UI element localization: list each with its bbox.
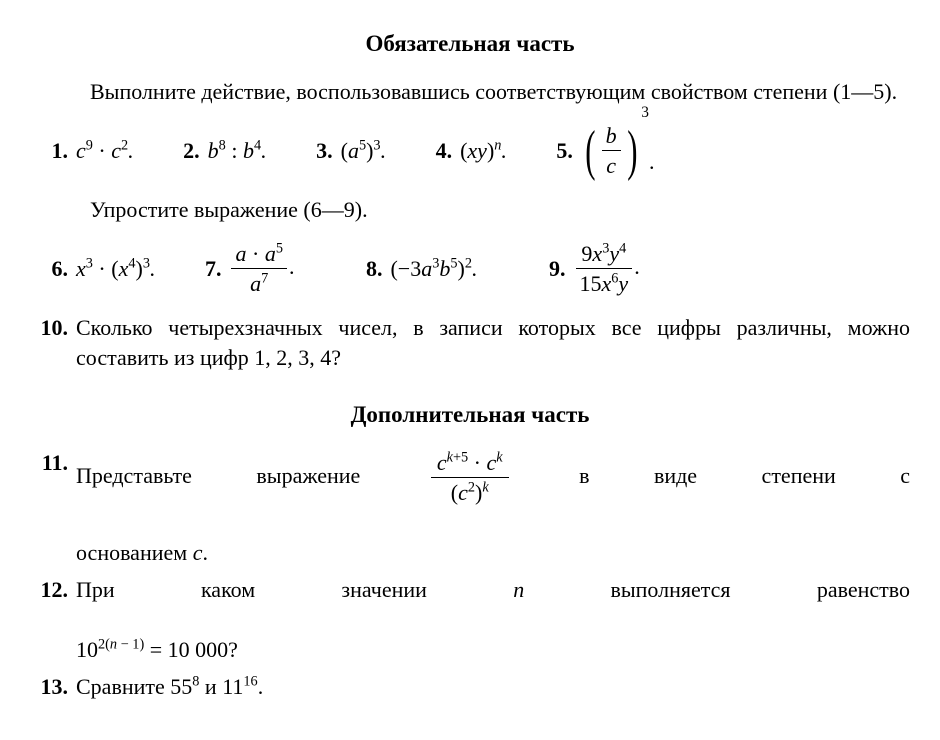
problem-number: 7. [183,254,221,284]
problem-expression: x3 · (x4)3. [76,254,155,284]
problem-expression: (xy)n. [460,136,507,166]
problem-number: 9. [528,254,566,284]
intro-1-5: Выполните действие, воспользовавшись соо… [90,77,910,107]
problem-6: 6. x3 · (x4)3. [30,254,155,284]
problem-expression: (−3a3b5)2. [390,254,477,284]
problem-number: 13. [30,672,68,702]
problem-number: 1. [30,136,68,166]
problem-text: При каком значении n выполняется равенст… [76,575,910,664]
problem-expression: ( b c ) 3. [581,121,655,181]
problem-number: 5. [535,136,573,166]
problem-number: 2. [162,136,200,166]
problem-text: Представьте выражение ck+5 · ck (c2)k в … [76,448,910,568]
problems-row-2: 6. x3 · (x4)3. 7. a · a5 a7 . 8. (−3a3b5… [30,239,910,299]
problems-row-1: 1. c9 · c2. 2. b8 : b4. 3. (a5)3. 4. (xy… [30,121,910,181]
problem-7: 7. a · a5 a7 . [183,239,294,299]
problem-expression: 9x3y4 15x6y . [574,239,640,299]
problem-13: 13. Сравните 558 и 1116. [30,672,910,702]
problem-number: 12. [30,575,68,664]
problem-number: 3. [295,136,333,166]
problem-expression: (a5)3. [341,136,386,166]
section1-title: Обязательная часть [30,28,910,59]
problem-1: 1. c9 · c2. [30,136,134,166]
problem-4: 4. (xy)n. [414,136,507,166]
problem-text: Сколько четырехзначных чисел, в записи к… [76,313,910,372]
problem-number: 8. [344,254,382,284]
problem-expression: b8 : b4. [208,136,267,166]
intro-6-9: Упростите выражение (6—9). [90,195,910,225]
problem-number: 4. [414,136,452,166]
section2-title: Дополнительная часть [30,399,910,430]
problem-number: 11. [30,448,68,478]
problem-10: 10. Сколько четырехзначных чисел, в запи… [30,313,910,372]
problem-8: 8. (−3a3b5)2. [344,254,477,284]
problem-expression: a · a5 a7 . [229,239,294,299]
problem-2: 2. b8 : b4. [162,136,267,166]
problem-11: 11. Представьте выражение ck+5 · ck (c2)… [30,448,910,568]
problem-expression: c9 · c2. [76,136,134,166]
problem-number: 10. [30,313,68,372]
problem-9: 9. 9x3y4 15x6y . [528,239,640,299]
problem-12: 12. При каком значении n выполняется рав… [30,575,910,664]
problem-3: 3. (a5)3. [295,136,386,166]
problem-text: Сравните 558 и 1116. [76,672,910,702]
problem-number: 6. [30,254,68,284]
problem-5: 5. ( b c ) 3. [535,121,655,181]
